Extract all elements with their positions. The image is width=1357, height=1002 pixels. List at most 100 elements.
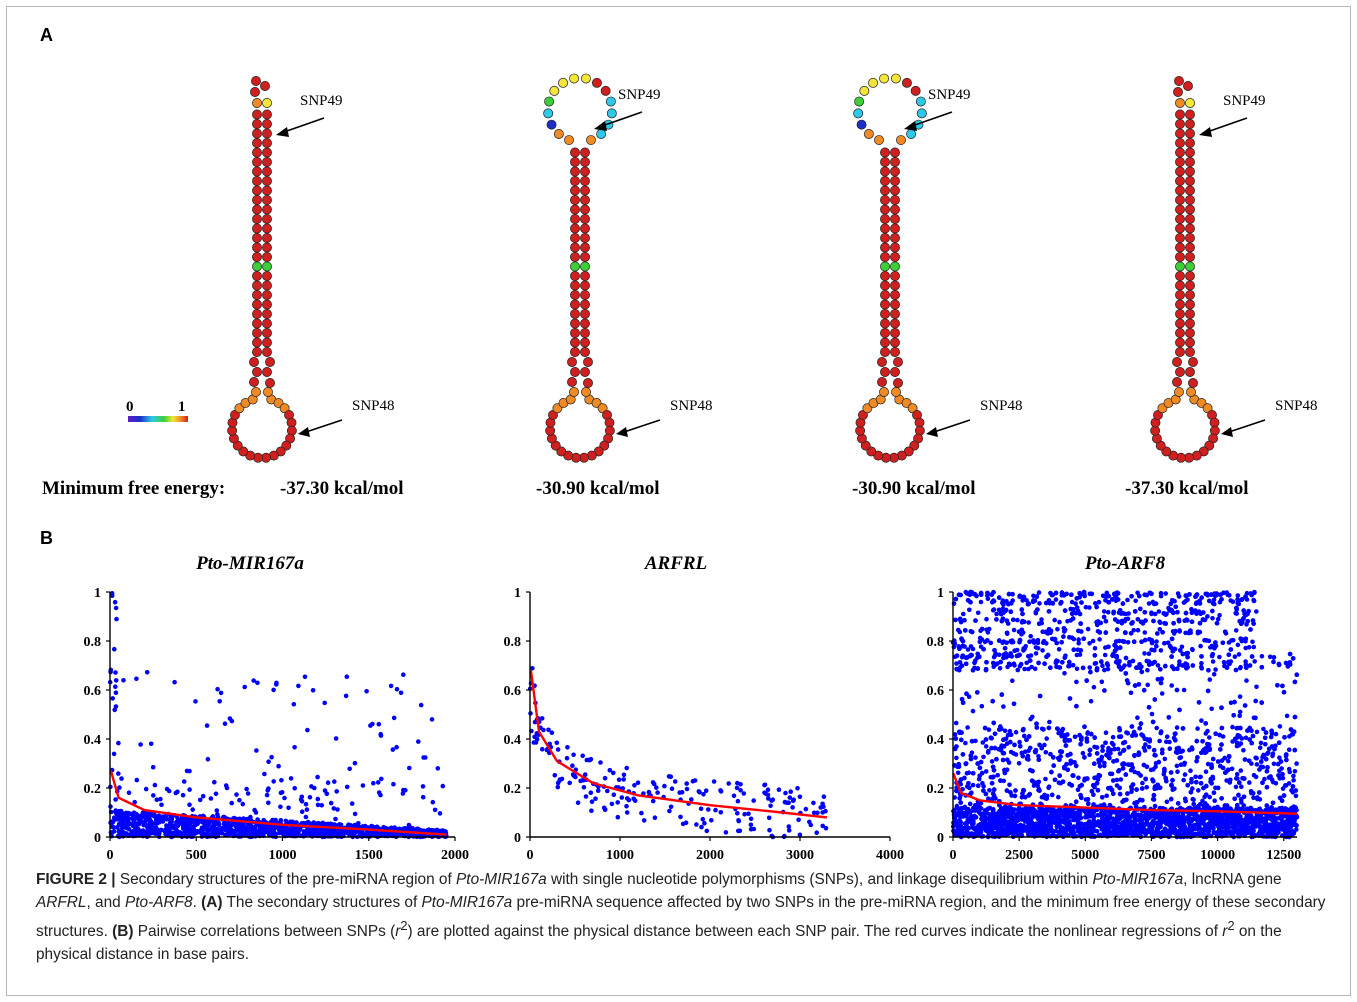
scatter-point [996, 652, 1002, 658]
snp49-label: SNP49 [1223, 93, 1266, 109]
stem-nucleotide [1185, 147, 1195, 158]
stem-nucleotide [1175, 252, 1185, 262]
stem-nucleotide [1175, 309, 1185, 319]
scatter-point [672, 779, 678, 784]
scatter-point [318, 827, 324, 832]
top-loop-nucleotide [1185, 98, 1195, 108]
scatter-point [303, 832, 309, 838]
scatter-point [200, 793, 206, 799]
scatter-point [218, 690, 224, 696]
scatter-point [326, 832, 331, 837]
snp48-label: SNP48 [1275, 398, 1318, 414]
scatter-point [1163, 591, 1168, 596]
scatter-point [228, 823, 233, 829]
scatter-point [540, 746, 545, 752]
stem-nucleotide [570, 185, 580, 196]
scatter-point [155, 827, 160, 832]
stem-nucleotide [1185, 337, 1195, 348]
scatter-point [1199, 661, 1204, 666]
scatter-point [420, 784, 426, 789]
stem-nucleotide [252, 128, 262, 139]
bulge-nucleotide [891, 387, 901, 397]
scatter-point [615, 800, 620, 805]
scatter-point [400, 791, 406, 796]
scatter-point [1244, 678, 1249, 683]
scatter-point [328, 800, 334, 806]
scatter-point [229, 718, 235, 724]
scatter-point [151, 793, 156, 798]
stem-nucleotide [580, 280, 590, 291]
scatter-point [1031, 783, 1037, 788]
scatter-point [1239, 784, 1244, 789]
scatter-point [215, 686, 220, 692]
scatter-point [1144, 785, 1149, 790]
top-loop-nucleotide [854, 96, 865, 107]
stem-nucleotide [570, 318, 580, 329]
scatter-point [1118, 777, 1124, 782]
scatter-point [159, 802, 164, 808]
scatter-point [593, 796, 598, 801]
scatter-point [549, 730, 555, 735]
stem-nucleotide [570, 176, 580, 186]
stem-nucleotide [570, 347, 580, 357]
stem-nucleotide [252, 195, 262, 205]
scatter-point [319, 803, 325, 808]
scatter-point [117, 817, 123, 822]
scatter-point [1167, 746, 1173, 751]
stem-nucleotide [580, 147, 590, 158]
stem-nucleotide [252, 223, 262, 234]
regression-curve [109, 770, 447, 836]
scatter-point [1157, 619, 1162, 624]
stem-nucleotide [1175, 271, 1185, 281]
scatter-point [1008, 749, 1014, 755]
scatter-point [555, 747, 561, 752]
plot-title-mir167a: Pto-MIR167a [196, 553, 304, 574]
scatter-point [1015, 617, 1020, 623]
scatter-point [1273, 781, 1279, 786]
scatter-point [224, 832, 229, 838]
scatter-point [1250, 639, 1255, 645]
scatter-point [375, 780, 381, 785]
stem-nucleotide [880, 309, 890, 319]
scatter-point [332, 779, 337, 784]
stem-nucleotide [262, 347, 272, 357]
scatter-point [1287, 769, 1292, 775]
snp49-label: SNP49 [300, 93, 343, 109]
scatter-point [116, 771, 121, 776]
snp49-arrowhead [1199, 127, 1212, 137]
stem-nucleotide [880, 271, 890, 281]
bulge-nucleotide [1175, 367, 1185, 377]
scatter-point [178, 819, 183, 824]
top-loop-nucleotide [606, 108, 617, 119]
scatter-point [1193, 774, 1198, 780]
scatter-point [666, 774, 672, 779]
scatter-point [605, 788, 610, 794]
stem-nucleotide [880, 299, 890, 310]
stem-nucleotide [880, 176, 890, 186]
stem-nucleotide [262, 280, 272, 291]
scatter-point [1174, 763, 1180, 769]
regression-curve [529, 670, 828, 819]
scatter-point [632, 798, 638, 803]
scatter-point [211, 826, 216, 832]
bulge-nucleotide [262, 367, 272, 377]
bulge-nucleotide [263, 387, 273, 397]
scatter-point [973, 755, 978, 760]
scatter-point [435, 766, 441, 771]
stem-nucleotide [880, 252, 890, 262]
scatter-point [718, 810, 724, 815]
stem-nucleotide [1185, 242, 1195, 253]
scatter-point [416, 739, 421, 744]
mfe-value-1: -37.30 kcal/mol [280, 478, 404, 499]
stem-nucleotide [252, 204, 262, 215]
stem-nucleotide [1175, 147, 1185, 158]
scatter-point [143, 786, 149, 792]
scatter-point [266, 800, 271, 806]
scatter-point [1013, 729, 1019, 735]
scatter-point [589, 799, 595, 804]
scatter-point [532, 719, 538, 725]
scatter-point [767, 827, 772, 833]
scatter-point [1157, 738, 1162, 744]
scatter-point [370, 832, 375, 837]
stem-nucleotide [252, 309, 262, 319]
